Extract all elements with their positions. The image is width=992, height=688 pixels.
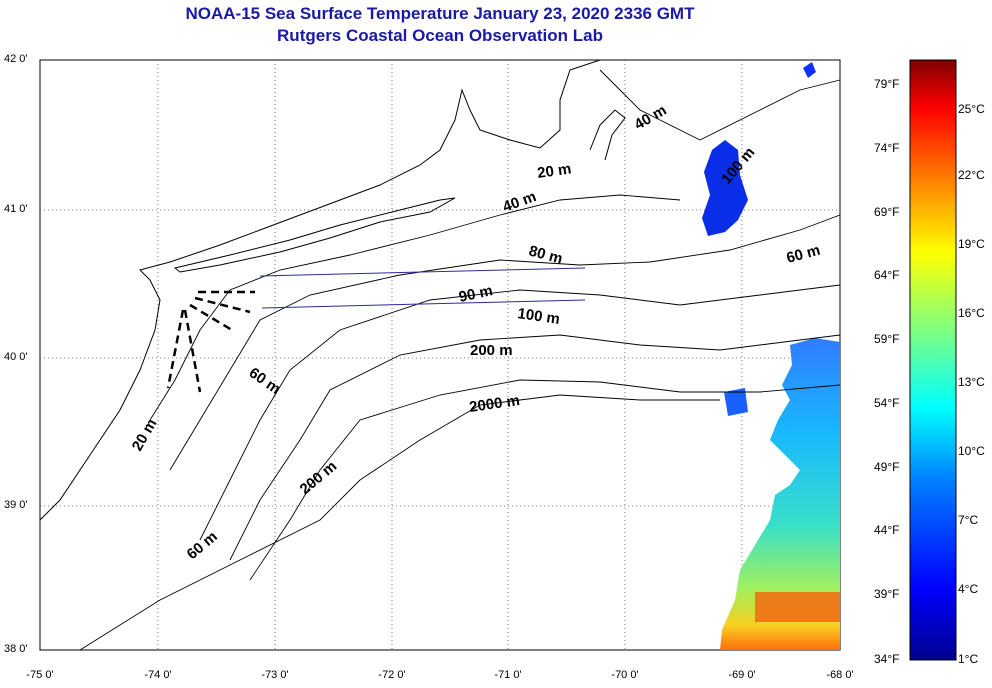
colorbar-f-label: 44°F [874, 523, 900, 537]
x-tick-label: -71 0' [494, 669, 522, 681]
colorbar-c-label: 22°C [958, 168, 985, 182]
colorbar-c-label: 19°C [958, 237, 985, 251]
cape-cod [589, 109, 626, 161]
sst-patch-small [724, 388, 748, 416]
x-tick-label: -73 0' [261, 669, 289, 681]
sst-patch-gulf-maine [803, 62, 816, 78]
x-tick-label: -75 0' [26, 669, 54, 681]
colorbar-f-label: 59°F [874, 332, 900, 346]
x-tick-label: -72 0' [378, 669, 406, 681]
colorbar-f-label: 49°F [874, 460, 900, 474]
colorbar-f-label: 69°F [874, 205, 900, 219]
contour-label: 100 m [516, 305, 560, 328]
glider-tracks [259, 267, 586, 309]
colorbar-f-label: 74°F [874, 141, 900, 155]
dashed-transects [166, 290, 255, 393]
sst-patch-georges [702, 140, 748, 236]
lat-lon-grid [40, 60, 840, 650]
map-title: NOAA-15 Sea Surface Temperature January … [185, 4, 695, 23]
colorbar-f-label: 54°F [874, 396, 900, 410]
y-tick-label: 42 0' [4, 53, 28, 65]
contour-label: 2000 m [468, 392, 521, 416]
contour-label: 90 m [457, 282, 494, 306]
map-subtitle: Rutgers Coastal Ocean Observation Lab [277, 26, 603, 45]
contour-label: 20 m [536, 160, 572, 182]
x-tick-label: -68 0' [826, 669, 854, 681]
colorbar-f-label: 79°F [874, 77, 900, 91]
isobaths [79, 69, 841, 651]
contour-label: 200 m [470, 342, 513, 359]
colorbar-c-label: 10°C [958, 444, 985, 458]
colorbar-f-label: 64°F [874, 268, 900, 282]
colorbar-f-label: 34°F [874, 652, 900, 666]
coastline [39, 59, 601, 521]
x-tick-label: -74 0' [144, 669, 172, 681]
y-tick-label: 38 0' [4, 643, 28, 655]
sst-patch-gulf-stream [720, 338, 840, 650]
x-tick-label: -70 0' [611, 669, 639, 681]
colorbar-f-label: 39°F [874, 587, 900, 601]
colorbar [909, 59, 957, 661]
long-island [173, 197, 456, 273]
sst-warm-band [755, 592, 840, 622]
colorbar-c-label: 7°C [958, 513, 979, 527]
colorbar-c-label: 4°C [958, 582, 979, 596]
y-tick-label: 41 0' [4, 203, 28, 215]
y-tick-label: 40 0' [4, 351, 28, 363]
colorbar-c-label: 1°C [958, 652, 979, 666]
colorbar-c-label: 13°C [958, 375, 985, 389]
colorbar-c-label: 25°C [958, 102, 985, 116]
y-tick-label: 39 0' [4, 499, 28, 511]
x-tick-label: -69 0' [728, 669, 756, 681]
colorbar-c-label: 16°C [958, 306, 985, 320]
